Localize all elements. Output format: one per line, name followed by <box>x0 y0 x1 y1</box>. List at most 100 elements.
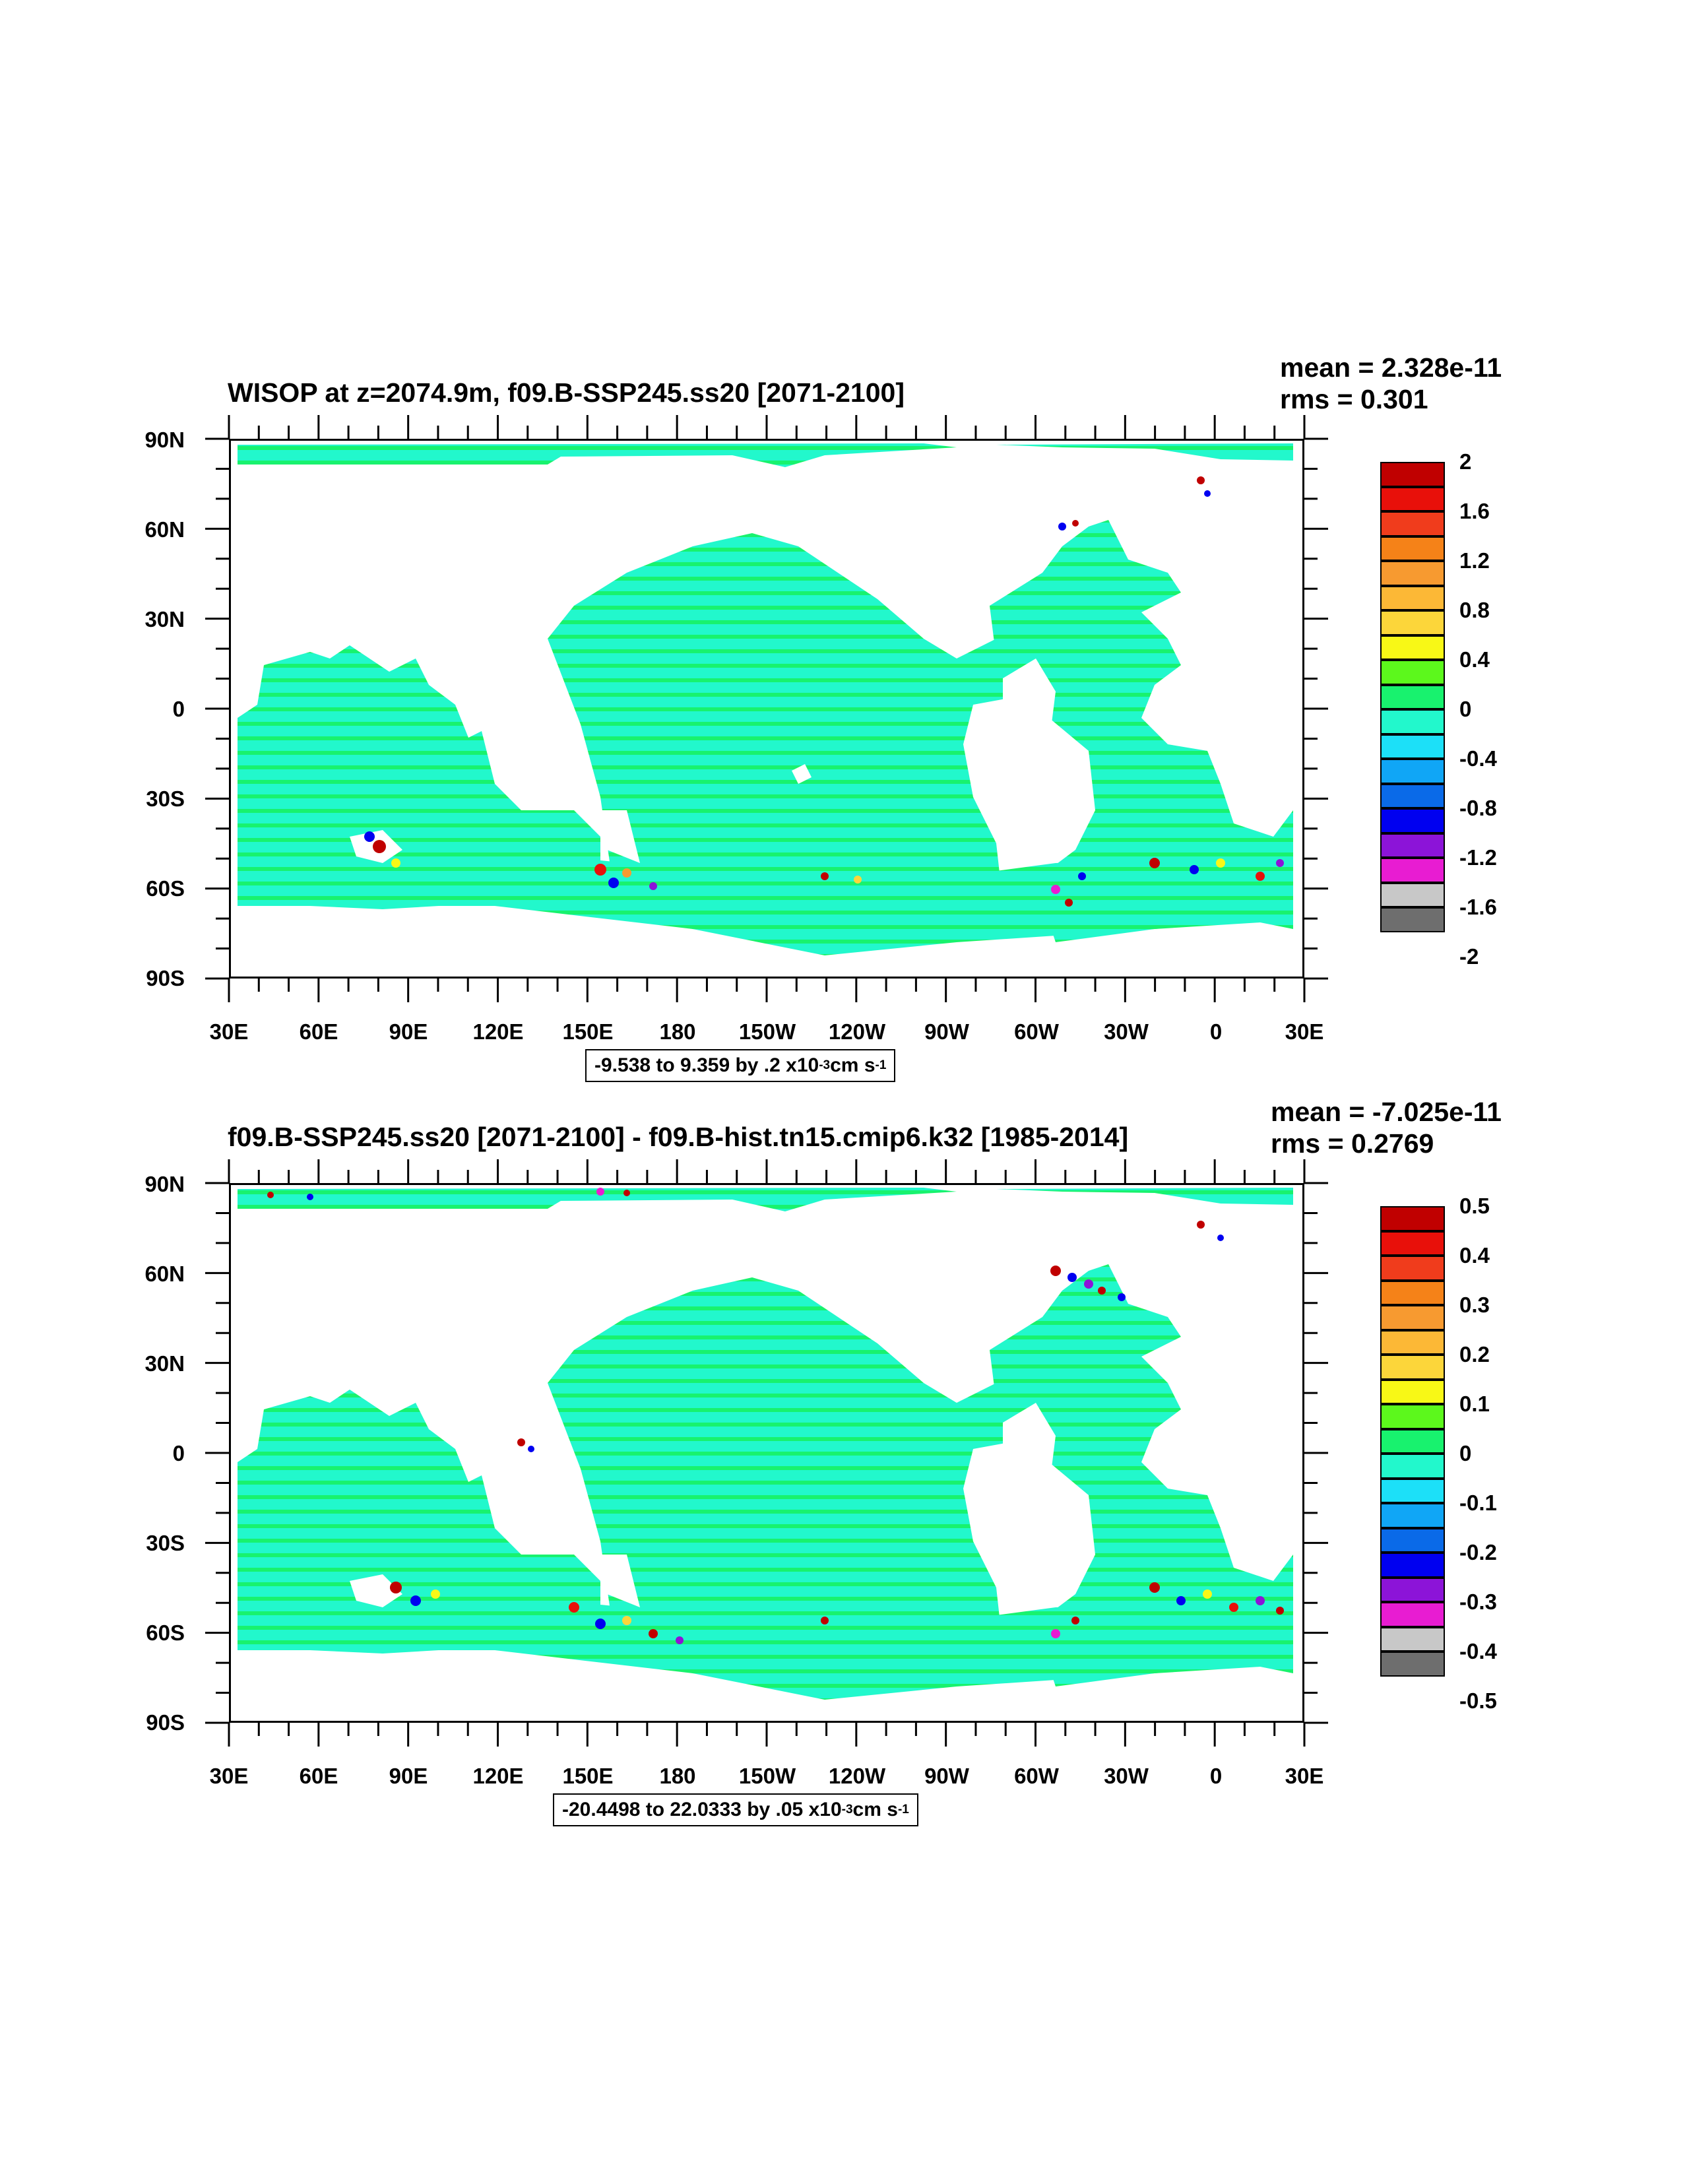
info-unit-exponent: -1 <box>897 1803 909 1816</box>
colorbar-swatch <box>1380 1330 1445 1355</box>
x-tick-label: 180 <box>659 1764 696 1788</box>
x-tick-label: 30E <box>1285 1764 1324 1788</box>
colorbar-swatch <box>1380 1454 1445 1479</box>
colorbar-swatch <box>1380 1206 1445 1231</box>
info-unit: cm s <box>830 1054 876 1076</box>
colorbar-label: -0.1 <box>1459 1491 1497 1515</box>
colorbar-swatch <box>1380 561 1445 586</box>
colorbar-swatch <box>1380 1231 1445 1256</box>
colorbar-swatch <box>1380 1553 1445 1578</box>
colorbar-label: 0.4 <box>1459 647 1490 672</box>
mean-stat: mean = -7.025e-11 <box>1271 1097 1502 1127</box>
map-panel-bottom: f09.B-SSP245.ss20 [2071-2100] - f09.B-hi… <box>0 1074 1689 1833</box>
chart-title: WISOP at z=2074.9m, f09.B-SSP245.ss20 [2… <box>228 377 905 408</box>
colorbar-swatch <box>1380 882 1445 907</box>
info-unit: cm s <box>852 1799 898 1820</box>
y-tick-label: 0 <box>172 697 185 721</box>
colorbar-swatch <box>1380 585 1445 610</box>
x-tick-label: 30E <box>1285 1019 1324 1044</box>
colorbar-swatch <box>1380 536 1445 561</box>
contour-info-box: -9.538 to 9.359 by .2 x10 -3 cm s -1 <box>585 1049 896 1082</box>
colorbar-swatch <box>1380 808 1445 833</box>
colorbar-label: 0.5 <box>1459 1194 1490 1218</box>
colorbar-label: 2 <box>1459 449 1472 474</box>
y-tick-label: 30N <box>144 1351 185 1376</box>
x-tick-label: 30E <box>209 1019 249 1044</box>
colorbar-label: 1.6 <box>1459 499 1490 523</box>
x-tick-label: 60E <box>299 1764 338 1788</box>
info-range: -9.538 to 9.359 by .2 x10 <box>594 1054 819 1076</box>
axes-ticks <box>205 1159 1328 1747</box>
x-tick-label: 180 <box>659 1019 696 1044</box>
colorbar-swatch <box>1380 635 1445 660</box>
x-tick-label: 0 <box>1209 1764 1223 1788</box>
y-tick-label: 30N <box>144 607 185 631</box>
colorbar-swatch <box>1380 486 1445 511</box>
x-tick-label: 60W <box>1014 1764 1059 1788</box>
colorbar-label: 0.1 <box>1459 1392 1490 1416</box>
x-tick-label: 30E <box>209 1764 249 1788</box>
colorbar-swatch <box>1380 858 1445 883</box>
colorbar-label: 0 <box>1459 1441 1472 1465</box>
x-tick-label: 120W <box>828 1764 886 1788</box>
info-unit-exponent: -1 <box>875 1058 887 1072</box>
x-tick-label: 30W <box>1104 1764 1149 1788</box>
x-tick-label: 30W <box>1104 1019 1149 1044</box>
colorbar-swatch <box>1380 1626 1445 1652</box>
colorbar-swatch <box>1380 759 1445 784</box>
colorbar-swatch <box>1380 734 1445 759</box>
colorbar-label: -0.5 <box>1459 1688 1497 1713</box>
colorbar-swatch <box>1380 1404 1445 1429</box>
colorbar-swatch <box>1380 783 1445 808</box>
y-tick-label: 90N <box>144 1172 185 1196</box>
x-tick-label: 90E <box>389 1019 428 1044</box>
colorbar-swatch <box>1380 1503 1445 1528</box>
colorbar-swatch <box>1380 1478 1445 1503</box>
colorbar-swatch <box>1380 1652 1445 1677</box>
colorbar-label: -1.6 <box>1459 895 1497 919</box>
colorbar-swatch <box>1380 684 1445 709</box>
colorbar-label: -0.4 <box>1459 746 1497 771</box>
colorbar-swatch <box>1380 1256 1445 1281</box>
colorbar-swatch <box>1380 511 1445 536</box>
x-tick-label: 150W <box>738 1764 796 1788</box>
colorbar-swatch <box>1380 1355 1445 1380</box>
colorbar-label: -0.2 <box>1459 1540 1497 1564</box>
x-tick-label: 150W <box>738 1019 796 1044</box>
colorbar-label: -2 <box>1459 944 1479 969</box>
colorbar-swatch <box>1380 1527 1445 1553</box>
rms-stat: rms = 0.2769 <box>1271 1128 1434 1159</box>
map-panel-top: WISOP at z=2074.9m, f09.B-SSP245.ss20 [2… <box>0 330 1689 1089</box>
ocean-field-map <box>238 1188 1293 1700</box>
colorbar-swatch <box>1380 1280 1445 1305</box>
rms-stat: rms = 0.301 <box>1280 384 1428 414</box>
contour-info-box: -20.4498 to 22.0333 by .05 x10 -3 cm s -1 <box>553 1793 918 1826</box>
mean-stat: mean = 2.328e-11 <box>1280 352 1502 383</box>
colorbar-label: 0.8 <box>1459 598 1490 622</box>
colorbar-swatch <box>1380 833 1445 858</box>
colorbar-label: 0 <box>1459 697 1472 721</box>
colorbar-swatch <box>1380 1379 1445 1404</box>
y-tick-label: 90N <box>144 428 185 452</box>
x-tick-label: 60E <box>299 1019 338 1044</box>
colorbar-swatch <box>1380 1577 1445 1602</box>
ocean-field-map <box>238 443 1293 955</box>
colorbar-swatch <box>1380 462 1445 487</box>
colorbar-swatch <box>1380 709 1445 734</box>
colorbar-swatch <box>1380 660 1445 685</box>
info-exponent: -3 <box>841 1803 853 1816</box>
x-tick-label: 0 <box>1209 1019 1223 1044</box>
colorbar-label: 1.2 <box>1459 548 1490 573</box>
y-tick-label: 60S <box>146 1621 185 1645</box>
y-tick-label: 30S <box>146 1531 185 1555</box>
info-exponent: -3 <box>819 1058 831 1072</box>
info-range: -20.4498 to 22.0333 by .05 x10 <box>562 1799 842 1820</box>
colorbar-label: 0.4 <box>1459 1243 1490 1268</box>
x-tick-label: 90W <box>924 1764 969 1788</box>
y-tick-label: 30S <box>146 787 185 811</box>
y-tick-label: 60N <box>144 517 185 542</box>
colorbar-label: -0.3 <box>1459 1590 1497 1614</box>
colorbar-swatch <box>1380 1602 1445 1627</box>
x-tick-label: 150E <box>562 1019 614 1044</box>
map-plot-area <box>229 1183 1304 1723</box>
